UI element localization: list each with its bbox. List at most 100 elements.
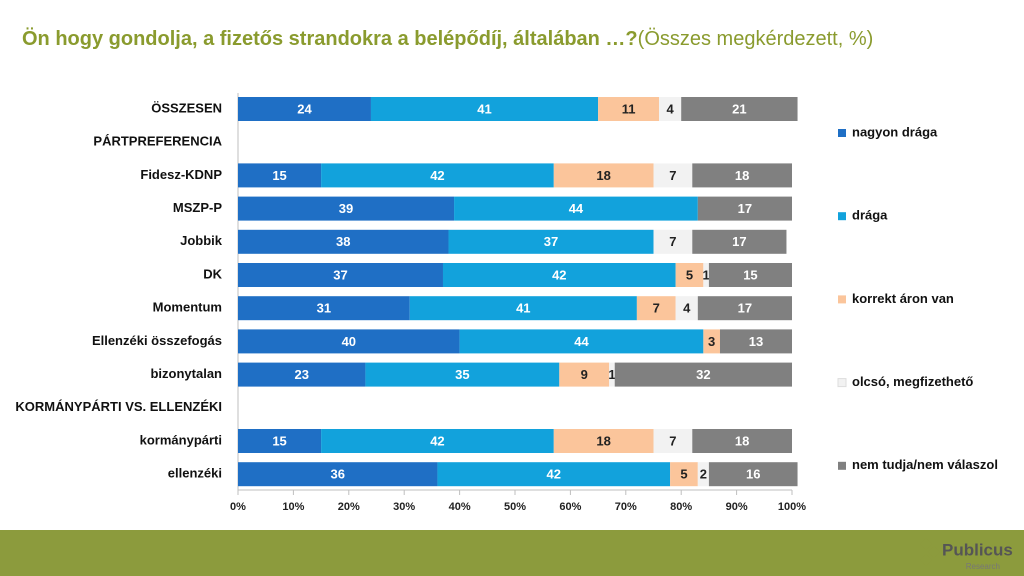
- x-tick-label: 90%: [726, 501, 748, 513]
- bar-segment: [697, 462, 709, 487]
- bar-segment: [719, 329, 792, 354]
- data-label: 42: [552, 267, 566, 282]
- data-label: 15: [272, 433, 286, 448]
- legend-swatch: [838, 212, 846, 221]
- data-label: 18: [596, 168, 610, 183]
- bar-segment: [238, 429, 322, 453]
- y-tick-label: KORMÁNYPÁRTI VS. ELLENZÉKI: [15, 399, 222, 414]
- bar-segment: [614, 362, 792, 387]
- x-tick-label: 20%: [338, 501, 360, 513]
- bar-segment: [442, 263, 676, 287]
- legend-swatch: [838, 129, 846, 137]
- legend-swatch: [837, 378, 847, 388]
- x-tick-label: 30%: [393, 501, 415, 513]
- data-label: 18: [735, 433, 749, 448]
- bar-segment: [697, 296, 792, 321]
- data-label: 3: [708, 334, 715, 349]
- y-tick-label: kormánypárti: [140, 432, 222, 447]
- bar-segment: [365, 362, 560, 387]
- bar-segment: [692, 429, 792, 453]
- y-tick-label: Jobbik: [180, 233, 223, 248]
- bar-segment: [703, 263, 709, 287]
- bar-segment: [653, 229, 693, 254]
- x-tick-label: 80%: [670, 501, 692, 513]
- data-label: 35: [455, 367, 469, 382]
- data-label: 11: [622, 101, 636, 116]
- bar-segment: [238, 229, 449, 254]
- data-label: 37: [333, 267, 347, 282]
- bar-segment: [609, 362, 615, 387]
- bar-segment: [670, 462, 698, 487]
- data-label: 42: [430, 168, 444, 183]
- data-label: 4: [683, 301, 691, 316]
- data-label: 13: [749, 334, 763, 349]
- bar-segment: [321, 429, 554, 453]
- data-label: 17: [732, 234, 746, 249]
- data-label: 31: [317, 301, 331, 316]
- data-label: 38: [336, 234, 350, 249]
- data-label: 39: [339, 201, 353, 216]
- data-label: 16: [746, 467, 760, 482]
- bar-segment: [697, 196, 792, 221]
- data-label: 7: [669, 168, 676, 183]
- y-tick-label: Ellenzéki összefogás: [92, 333, 222, 348]
- y-tick-label: ellenzéki: [168, 466, 222, 481]
- x-tick-label: 40%: [449, 501, 471, 513]
- bar-segment: [409, 296, 637, 321]
- bar-segment: [559, 362, 610, 387]
- bar-segment: [636, 296, 676, 321]
- bar-segment: [708, 462, 798, 487]
- bar-segment: [653, 429, 693, 453]
- bar-segment: [370, 97, 599, 121]
- bar-segment: [692, 229, 787, 254]
- bar-segment: [238, 97, 371, 121]
- bar-segment: [703, 329, 720, 354]
- legend-swatch: [838, 461, 846, 470]
- y-tick-label: bizonytalan: [150, 366, 222, 381]
- legend-label: drága: [852, 208, 888, 223]
- data-label: 7: [669, 433, 676, 448]
- data-label: 41: [516, 301, 530, 316]
- data-label: 18: [596, 433, 610, 448]
- bar-segment: [238, 362, 366, 387]
- bar-segment: [681, 97, 798, 121]
- logo-icon: [920, 538, 932, 550]
- y-tick-label: ÖSSZESEN: [151, 100, 222, 115]
- x-tick-label: 0%: [230, 501, 246, 513]
- title: Ön hogy gondolja, a fizetős strandokra a…: [22, 27, 638, 50]
- data-label: 44: [574, 334, 589, 349]
- bar-segment: [437, 462, 671, 487]
- bar-segment: [675, 296, 698, 321]
- bar-segment: [238, 329, 460, 354]
- bar-segment: [598, 97, 660, 121]
- bar-segment: [448, 229, 654, 254]
- bar-segment: [238, 296, 410, 321]
- data-label: 15: [272, 168, 286, 183]
- logo-icon: [928, 546, 940, 558]
- logo-subtext: Research: [966, 562, 1000, 571]
- data-label: 1: [703, 267, 710, 282]
- data-label: 18: [735, 168, 749, 183]
- bar-segment: [553, 429, 654, 453]
- data-label: 9: [581, 367, 588, 382]
- data-label: 23: [294, 367, 308, 382]
- legend-label: korrekt áron van: [852, 291, 954, 306]
- data-label: 40: [342, 334, 356, 349]
- bar-segment: [238, 462, 438, 487]
- data-label: 7: [669, 234, 676, 249]
- data-label: 17: [738, 201, 752, 216]
- x-tick-label: 70%: [615, 501, 637, 513]
- data-label: 24: [297, 101, 312, 116]
- bar-segment: [553, 163, 654, 188]
- chart-title: Ön hogy gondolja, a fizetős strandokra a…: [22, 27, 873, 50]
- logo-icon: [920, 554, 932, 566]
- data-label: 42: [430, 433, 444, 448]
- footer-band: [0, 530, 1024, 576]
- data-label: 37: [544, 234, 558, 249]
- bar-segment: [459, 329, 704, 354]
- bar-segment: [238, 263, 443, 287]
- x-tick-label: 50%: [504, 501, 526, 513]
- data-label: 15: [743, 267, 757, 282]
- legend-label: nem tudja/nem válaszol: [852, 457, 998, 472]
